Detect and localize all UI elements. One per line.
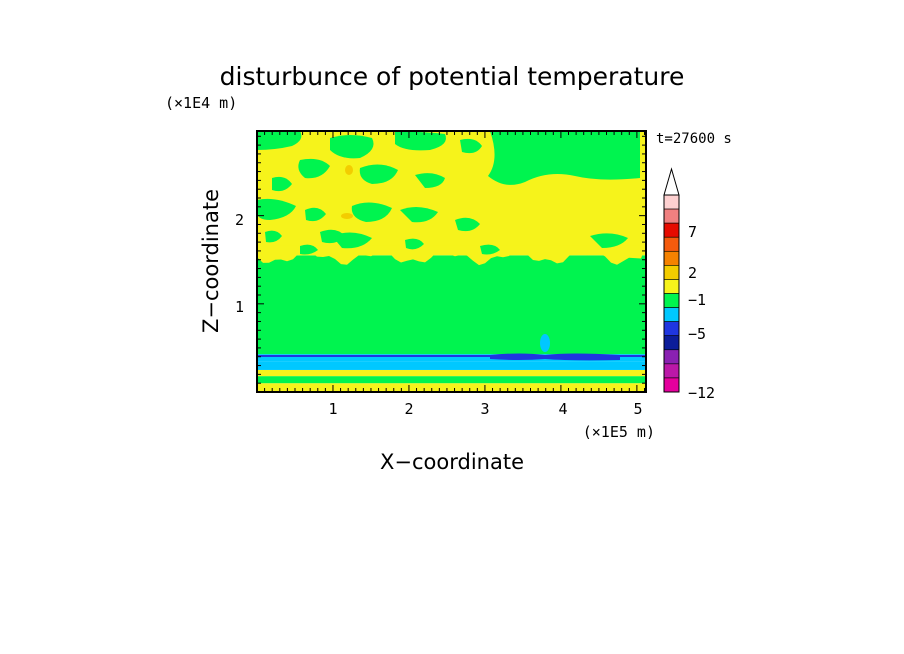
colorbar-label: −12: [688, 384, 715, 402]
contour-patch: [272, 176, 292, 192]
colorbar-box: [663, 349, 680, 365]
contour-band: [257, 255, 646, 355]
contour-patch: [590, 233, 628, 248]
contour-band: [257, 376, 646, 384]
x-axis-label: X−coordinate: [380, 450, 524, 474]
contour-patch: [415, 173, 445, 188]
contour-patch: [330, 135, 374, 159]
x-tick-labels: 1 2 3 4 5: [328, 400, 642, 418]
colorbar-box: [663, 377, 680, 393]
x-tick-label: 5: [633, 400, 642, 418]
contour-band: [257, 369, 646, 377]
colorbar-box: [663, 363, 680, 379]
y-axis-label: Z−coordinate: [199, 189, 223, 333]
colorbar-box: [663, 307, 680, 322]
y-tick-labels: 1 2: [235, 211, 244, 316]
contour-patch: [405, 238, 424, 250]
colorbar-label: −1: [688, 291, 706, 309]
contour-boundary: [257, 245, 646, 266]
contour-band: [257, 383, 646, 392]
chart-title: disturbunce of potential temperature: [220, 62, 685, 91]
colorbar: [663, 167, 680, 393]
contour-spot: [341, 213, 353, 219]
contour-spot: [345, 165, 353, 175]
axis-ticks: [257, 131, 646, 392]
x-tick-label: 2: [404, 400, 413, 418]
colorbar-tick-labels: 7 2 −1 −5 −12: [688, 223, 715, 402]
colorbar-label: 2: [688, 264, 697, 282]
contour-patch: [332, 232, 372, 249]
contour-band: [257, 354, 646, 362]
contour-patch: [400, 206, 438, 223]
contour-patch: [257, 131, 302, 150]
contour-patch: [265, 230, 282, 243]
y-tick-label: 1: [235, 298, 244, 316]
contour-patch: [480, 244, 500, 255]
blue-layer: [257, 353, 646, 361]
x-tick-label: 1: [328, 400, 337, 418]
contour-strip: [257, 355, 646, 357]
colorbar-box: [663, 194, 680, 210]
colorbar-box: [663, 293, 680, 308]
x-unit-label: (×1E5 m): [583, 423, 655, 441]
colorbar-label: 7: [688, 223, 697, 241]
plot-frame: [256, 130, 647, 393]
y-tick-label: 2: [235, 211, 244, 229]
contour-patch: [359, 164, 398, 184]
green-patches: [257, 131, 640, 255]
colorbar-extend-arrow: [663, 167, 680, 196]
colorbar-box: [663, 321, 680, 337]
contour-patch: [395, 131, 446, 151]
contour-patch: [351, 202, 392, 222]
cyan-plume: [540, 334, 550, 352]
contour-patch: [257, 198, 296, 220]
colorbar-box: [663, 208, 680, 224]
colorbar-frame: [663, 194, 680, 393]
colorbar-box: [663, 265, 680, 280]
contour-patch: [460, 138, 482, 154]
colorbar-box: [663, 335, 680, 351]
colorbar-box: [663, 222, 680, 238]
orange-spots: [341, 165, 353, 219]
contour-patch: [300, 244, 318, 255]
colorbar-box: [663, 236, 680, 252]
contour-patch: [298, 158, 330, 179]
contour-band: [257, 361, 646, 370]
contour-patch: [305, 207, 326, 222]
x-tick-label: 4: [558, 400, 567, 418]
y-unit-label: (×1E4 m): [165, 94, 237, 112]
contour-patch: [455, 217, 480, 232]
x-tick-label: 3: [480, 400, 489, 418]
colorbar-box: [663, 279, 680, 294]
contour-strip: [490, 353, 620, 361]
colorbar-box: [663, 250, 680, 266]
time-label: t=27600 s: [656, 131, 732, 147]
contour-plot-area: [257, 131, 646, 392]
contour-patch: [488, 131, 640, 185]
colorbar-label: −5: [688, 325, 706, 343]
